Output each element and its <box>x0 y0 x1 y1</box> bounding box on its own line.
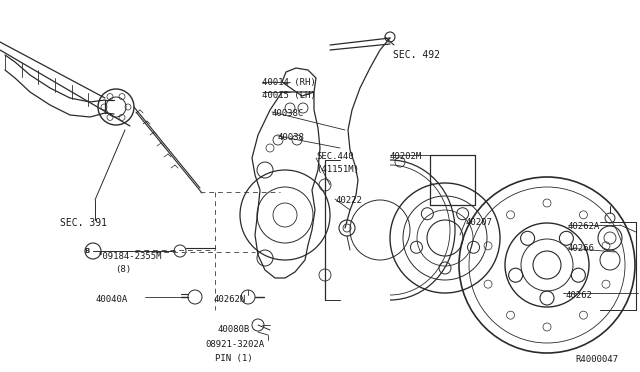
Text: 40262A: 40262A <box>568 222 600 231</box>
Text: 40262N: 40262N <box>213 295 245 304</box>
Text: 40262: 40262 <box>565 291 592 300</box>
Text: SEC. 391: SEC. 391 <box>60 218 107 228</box>
Text: 40207: 40207 <box>466 218 493 227</box>
Text: PIN (1): PIN (1) <box>215 354 253 363</box>
Text: (41151M): (41151M) <box>316 165 359 174</box>
Text: 40038: 40038 <box>278 133 305 142</box>
Text: SEC. 492: SEC. 492 <box>393 50 440 60</box>
Text: SEC.440: SEC.440 <box>316 152 354 161</box>
Text: 40266: 40266 <box>568 244 595 253</box>
Text: 40014 (RH): 40014 (RH) <box>262 78 316 87</box>
Text: 40080B: 40080B <box>218 325 250 334</box>
Text: 40202M: 40202M <box>390 152 422 161</box>
Text: (8): (8) <box>115 265 131 274</box>
Text: 40038C: 40038C <box>272 109 304 118</box>
Text: B: B <box>84 248 90 254</box>
Text: 40222: 40222 <box>335 196 362 205</box>
Text: 40040A: 40040A <box>95 295 127 304</box>
Text: 08921-3202A: 08921-3202A <box>205 340 264 349</box>
Text: R4000047: R4000047 <box>575 355 618 364</box>
Text: 40015 (LH): 40015 (LH) <box>262 91 316 100</box>
Text: °09184-2355M: °09184-2355M <box>98 252 163 261</box>
